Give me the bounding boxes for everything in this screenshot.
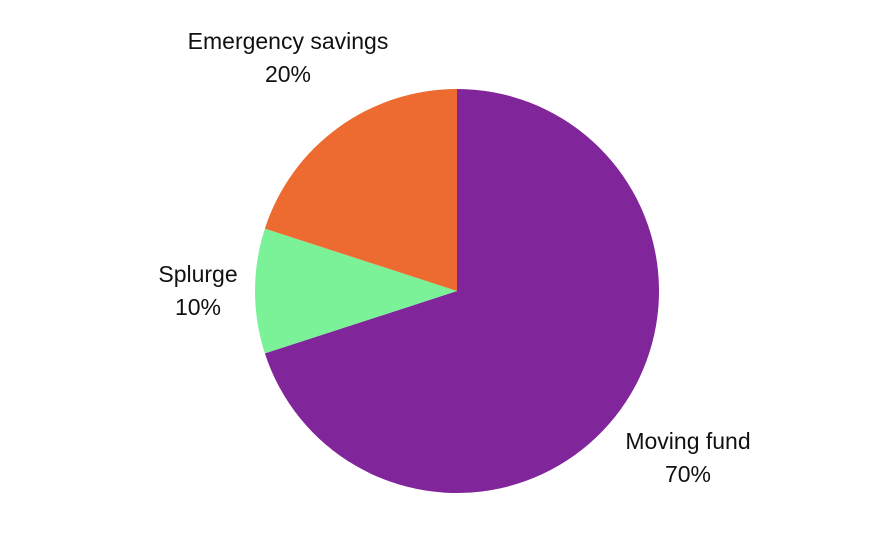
slice-label-emergency-savings: Emergency savings 20% <box>188 25 389 91</box>
slice-label-moving-fund: Moving fund 70% <box>625 425 750 491</box>
slice-percent: 10% <box>174 294 222 320</box>
slice-percent: 20% <box>264 61 312 87</box>
slice-label-splurge: Splurge 10% <box>158 258 237 324</box>
pie-slice-emergency-savings <box>264 89 457 291</box>
slice-name: Moving fund <box>625 428 751 454</box>
pie-slice-splurge <box>255 228 457 354</box>
slice-name: Splurge <box>158 261 238 287</box>
pie-slice-moving-fund <box>264 89 660 494</box>
slice-percent: 70% <box>664 461 712 487</box>
slice-name: Emergency savings <box>187 28 389 54</box>
